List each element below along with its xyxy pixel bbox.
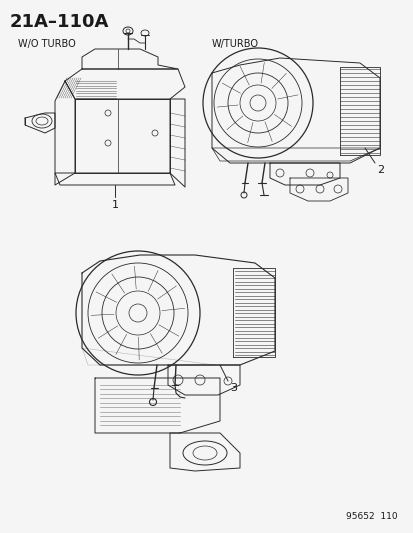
Text: 21A–110A: 21A–110A xyxy=(10,13,109,31)
Text: 1: 1 xyxy=(111,200,118,210)
Text: W/O TURBO: W/O TURBO xyxy=(18,39,76,49)
Text: 95652  110: 95652 110 xyxy=(346,512,397,521)
Text: 2: 2 xyxy=(376,165,383,175)
Text: W/TURBO: W/TURBO xyxy=(211,39,259,49)
Text: 3: 3 xyxy=(230,383,236,393)
